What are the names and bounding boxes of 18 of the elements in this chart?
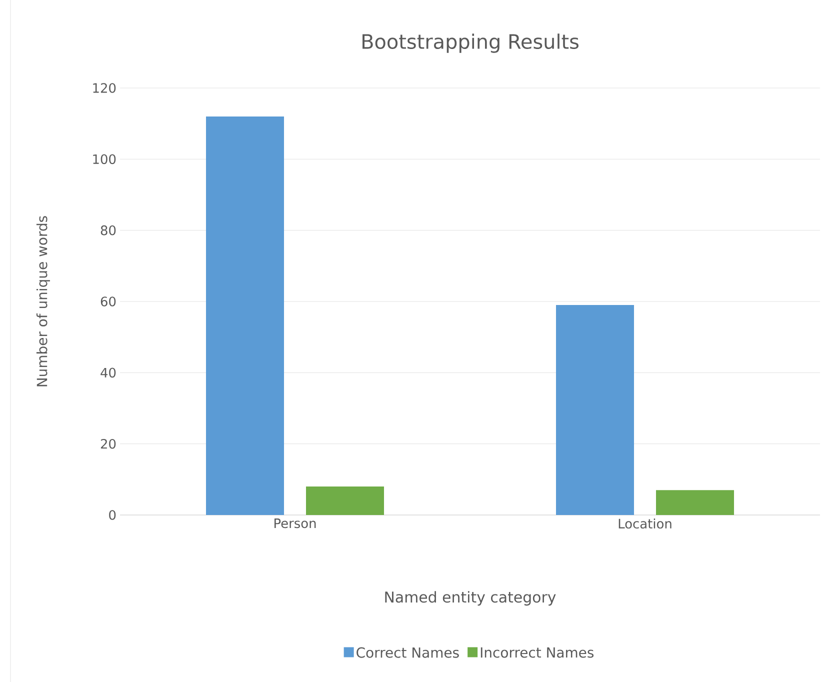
x-tick-label: Person [274, 518, 316, 528]
y-tick-label: 80 [100, 225, 116, 236]
legend-label: Correct Names [356, 647, 459, 658]
y-axis-title: Number of unique words [36, 216, 50, 386]
y-tick-label: 120 [93, 83, 116, 93]
bar [306, 486, 384, 515]
y-tick-label: 0 [109, 510, 116, 520]
y-tick-label: 40 [100, 368, 116, 378]
x-axis-title: Named entity category [385, 591, 556, 606]
bar [656, 490, 734, 515]
legend-label: Incorrect Names [480, 647, 594, 658]
y-tick-label: 100 [93, 154, 116, 164]
y-tick-label: 20 [100, 438, 116, 449]
bar [206, 116, 284, 515]
bar [556, 305, 634, 515]
y-tick-label: 60 [100, 296, 116, 306]
x-tick-label: Location [618, 518, 672, 529]
chart-title: Bootstrapping Results [362, 34, 578, 53]
